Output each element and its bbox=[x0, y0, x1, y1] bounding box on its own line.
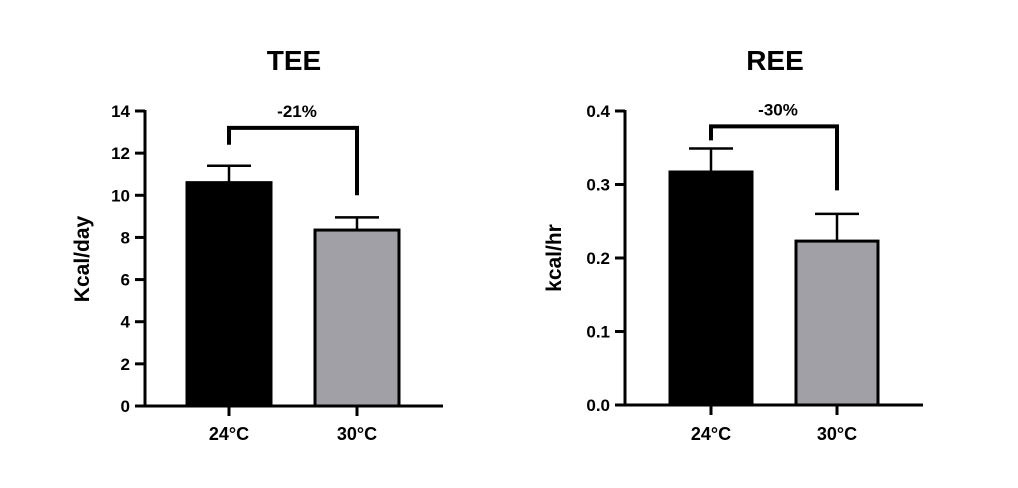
bar-0 bbox=[185, 181, 273, 408]
chart-0: TEE Kcal/day 0 2 4 6 8 10 12 14 24°C 30°C -21% bbox=[71, 45, 443, 444]
category-label-1: 30°C bbox=[337, 424, 377, 444]
bar-0 bbox=[668, 170, 754, 407]
y-tick-label: 0.3 bbox=[586, 176, 610, 195]
y-tick-label: 8 bbox=[121, 228, 130, 247]
chart-title: REE bbox=[746, 45, 804, 76]
bar-1 bbox=[313, 228, 401, 408]
y-tick-label: 2 bbox=[121, 355, 130, 374]
y-tick-label: 10 bbox=[111, 186, 130, 205]
significance-bracket bbox=[709, 124, 839, 191]
y-tick-label: 0.4 bbox=[586, 102, 610, 121]
chart-1: REE kcal/hr 0.0 0.1 0.2 0.3 0.4 24°C 30°C -30% bbox=[543, 45, 923, 444]
y-tick-label: 6 bbox=[121, 271, 130, 290]
y-axis-label: Kcal/day bbox=[71, 215, 94, 302]
y-tick-label: 0.0 bbox=[586, 396, 610, 415]
significance-bracket bbox=[227, 125, 359, 196]
y-tick-label: 12 bbox=[111, 144, 130, 163]
percent-change-annotation: -21% bbox=[277, 102, 317, 121]
percent-change-annotation: -30% bbox=[758, 100, 798, 119]
chart-title: TEE bbox=[267, 45, 321, 76]
bar-1 bbox=[794, 239, 880, 407]
category-label-1: 30°C bbox=[817, 424, 857, 444]
y-tick-label: 4 bbox=[121, 313, 131, 332]
category-label-0: 24°C bbox=[209, 424, 249, 444]
y-tick-label: 0.2 bbox=[586, 249, 610, 268]
y-axis-label: kcal/hr bbox=[543, 224, 566, 292]
y-tick-label: 0.1 bbox=[586, 323, 610, 342]
y-tick-label: 0 bbox=[121, 397, 130, 416]
category-label-0: 24°C bbox=[691, 424, 731, 444]
y-tick-label: 14 bbox=[111, 102, 130, 121]
